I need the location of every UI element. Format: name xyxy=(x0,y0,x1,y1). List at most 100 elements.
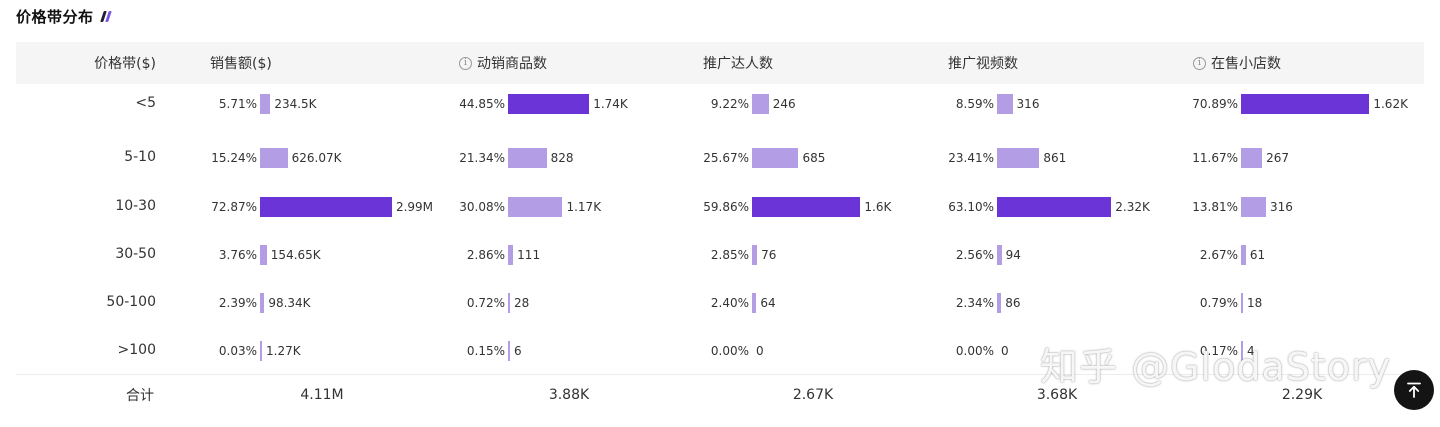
table-body: <5 5.71% 234.5K 44.85% 1.74K 9.22% 246 8.59% 316… xyxy=(16,84,1424,374)
percentage-label: 44.85% xyxy=(459,97,505,111)
price-band-table: 价格带($) 销售额($) i 动销商品数 推广达人数 推广视频数 i 在售小店数 <5 5.7… xyxy=(16,42,1424,416)
column-header-videos: 推广视频数 xyxy=(948,42,1018,84)
value-label: 18 xyxy=(1247,296,1263,311)
share-bar xyxy=(997,148,1040,169)
price-band-label: 5-10 xyxy=(124,149,156,166)
column-header-label: 销售额($) xyxy=(210,56,272,72)
column-header-label: 动销商品数 xyxy=(477,56,547,72)
total-value: 2.29K xyxy=(1281,386,1323,403)
share-bar xyxy=(508,293,510,314)
value-label: 61 xyxy=(1249,247,1266,262)
share-bar xyxy=(997,196,1112,217)
value-label: 316 xyxy=(1270,199,1293,214)
percentage-label: 30.08% xyxy=(459,199,505,214)
share-bar xyxy=(752,148,799,169)
value-label: 86 xyxy=(1005,296,1021,311)
table-row: 50-100 2.39% 98.34K 0.72% 28 2.40% 64 2.34% 86 0.… xyxy=(16,277,1424,325)
percentage-label: 70.89% xyxy=(1192,97,1238,111)
percentage-label: 72.87% xyxy=(211,199,257,214)
value-label: 1.27K xyxy=(266,344,301,359)
percentage-label: 0.00% xyxy=(710,344,749,359)
share-bar xyxy=(1241,148,1263,169)
percentage-label: 0.00% xyxy=(955,344,994,359)
table-row: >100 0.03% 1.27K 0.15% 6 0.00% 0 0.00% 0 0.17% 4 xyxy=(16,325,1424,373)
value-label: 1.6K xyxy=(864,199,892,214)
percentage-label: 11.67% xyxy=(1192,151,1238,166)
share-bar xyxy=(997,94,1013,114)
value-label: 2.32K xyxy=(1115,199,1150,214)
share-bar xyxy=(752,244,758,265)
value-label: 861 xyxy=(1043,151,1067,166)
value-label: 246 xyxy=(772,97,796,111)
column-header-price_band: 价格带($) xyxy=(16,42,156,84)
percentage-label: 25.67% xyxy=(703,151,749,166)
value-label: 111 xyxy=(517,247,541,262)
share-bar xyxy=(1241,293,1243,314)
total-value: 4.11M xyxy=(300,386,344,403)
percentage-label: 23.41% xyxy=(948,151,994,166)
percentage-label: 2.67% xyxy=(1199,247,1238,262)
share-bar xyxy=(997,244,1002,265)
table-row: 5-10 15.24% 626.07K 21.34% 828 25.67% 685 23.41… xyxy=(16,132,1424,180)
section-header: 价格带分布 xyxy=(16,4,112,28)
share-bar xyxy=(508,244,514,265)
total-value: 3.68K xyxy=(1036,386,1078,403)
percentage-label: 9.22% xyxy=(710,97,749,111)
column-header-label: 推广达人数 xyxy=(703,56,773,72)
percentage-label: 21.34% xyxy=(459,151,505,166)
percentage-label: 0.17% xyxy=(1199,344,1238,359)
share-bar xyxy=(508,341,510,362)
value-label: 4 xyxy=(1247,344,1255,359)
info-icon[interactable]: i xyxy=(1193,56,1206,70)
column-header-label: 推广视频数 xyxy=(948,56,1018,72)
value-label: 828 xyxy=(550,151,574,166)
column-header-shops: i 在售小店数 xyxy=(1193,42,1281,84)
value-label: 267 xyxy=(1266,151,1290,166)
total-value: 2.67K xyxy=(792,386,834,403)
percentage-label: 59.86% xyxy=(703,199,749,214)
table-footer: 合计 4.11M 3.88K 2.67K 3.68K 2.29K xyxy=(16,373,1424,416)
value-label: 1.17K xyxy=(566,199,602,214)
price-band-label: 10-30 xyxy=(115,197,156,214)
column-header-sales: 销售额($) xyxy=(210,42,272,84)
value-label: 685 xyxy=(802,151,826,166)
price-band-label: <5 xyxy=(135,95,156,111)
watermark: 知乎 @GlodaStory xyxy=(1040,345,1392,389)
share-bar xyxy=(752,94,769,114)
percentage-label: 3.76% xyxy=(218,247,257,262)
title-decoration-icon xyxy=(99,10,112,22)
share-bar xyxy=(260,341,262,362)
value-label: 76 xyxy=(761,247,777,262)
value-label: 28 xyxy=(514,296,530,311)
price-band-label: 30-50 xyxy=(115,245,156,262)
table-row: 10-30 72.87% 2.99M 30.08% 1.17K 59.86% 1.6K 63.… xyxy=(16,181,1424,229)
share-bar xyxy=(1241,94,1370,114)
percentage-label: 15.24% xyxy=(211,151,257,166)
percentage-label: 2.85% xyxy=(710,247,749,262)
percentage-label: 63.10% xyxy=(948,199,994,214)
price-band-label: 50-100 xyxy=(106,294,156,311)
share-bar xyxy=(260,293,265,314)
value-label: 98.34K xyxy=(268,296,311,311)
value-label: 0 xyxy=(1001,344,1009,359)
percentage-label: 0.79% xyxy=(1199,296,1238,311)
share-bar xyxy=(1241,244,1246,265)
table-row: <5 5.71% 234.5K 44.85% 1.74K 9.22% 246 8.59% 316… xyxy=(16,84,1424,132)
percentage-label: 8.59% xyxy=(955,97,994,111)
percentage-label: 0.03% xyxy=(218,344,257,359)
total-label: 合计 xyxy=(126,387,154,404)
price-band-label: >100 xyxy=(117,342,156,359)
share-bar xyxy=(1241,196,1266,217)
share-bar xyxy=(752,293,757,314)
percentage-label: 2.86% xyxy=(466,247,505,262)
percentage-label: 0.15% xyxy=(466,344,505,359)
column-header-label: 价格带($) xyxy=(94,56,156,72)
percentage-label: 0.72% xyxy=(466,296,505,311)
value-label: 0 xyxy=(756,344,764,359)
info-icon[interactable]: i xyxy=(459,56,472,70)
percentage-label: 2.34% xyxy=(955,296,994,311)
value-label: 234.5K xyxy=(274,97,317,111)
percentage-label: 13.81% xyxy=(1192,199,1238,214)
back-to-top-button[interactable] xyxy=(1394,370,1434,410)
share-bar xyxy=(508,196,563,217)
